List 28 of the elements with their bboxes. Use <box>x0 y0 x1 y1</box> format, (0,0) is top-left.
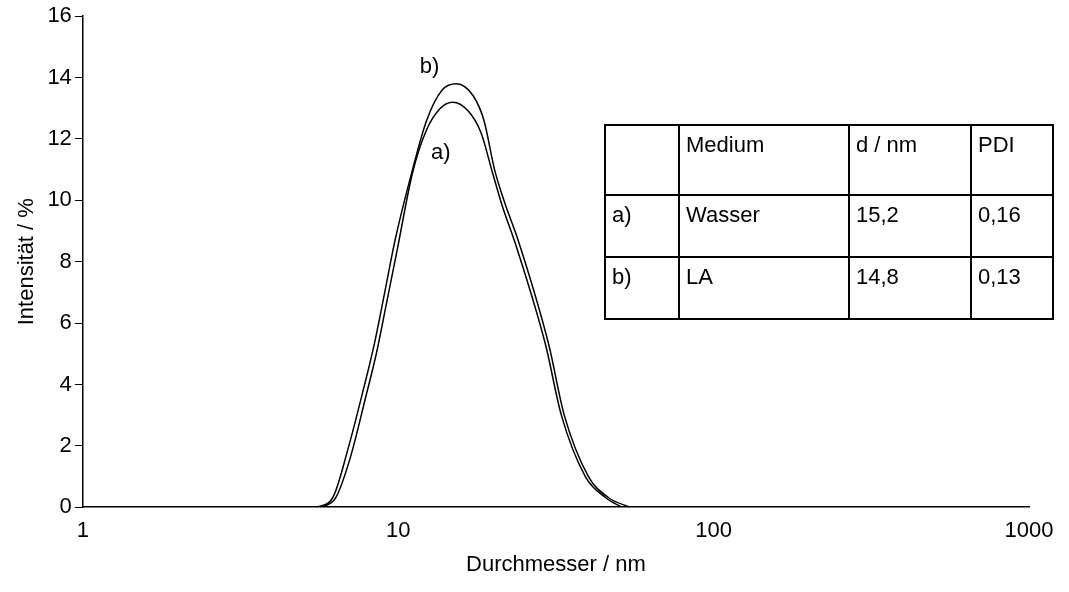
annotation: b) <box>605 257 679 319</box>
y-tick-label: 12 <box>47 125 72 151</box>
x-tick-label: 10 <box>386 517 411 543</box>
annotation: 14,8 <box>849 257 971 319</box>
annotation: 0,16 <box>971 195 1053 257</box>
y-tick-label: 8 <box>59 247 72 273</box>
series-label: b) <box>419 52 440 78</box>
annotation: PDI <box>971 125 1053 195</box>
y-tick-label: 2 <box>59 431 72 457</box>
annotation: 15,2 <box>849 195 971 257</box>
y-tick-label: 4 <box>59 370 72 396</box>
x-tick-label: 1000 <box>1004 517 1054 543</box>
y-axis-title: Intensität / % <box>13 198 39 326</box>
annotation: 0,13 <box>971 257 1053 319</box>
y-tick-label: 6 <box>59 309 72 335</box>
annotation: LA <box>679 257 849 319</box>
y-tick-label: 10 <box>47 186 72 212</box>
x-axis-title: Durchmesser / nm <box>466 550 646 576</box>
x-tick-label: 100 <box>695 517 732 543</box>
y-tick-label: 16 <box>47 2 72 28</box>
annotation: Wasser <box>679 195 849 257</box>
annotation: Medium <box>679 125 849 195</box>
x-tick-label: 1 <box>76 517 89 543</box>
series-label: a) <box>431 139 451 165</box>
annotation: d / nm <box>849 125 971 195</box>
y-tick-label: 0 <box>59 493 72 519</box>
y-tick-label: 14 <box>47 63 72 89</box>
annotation: a) <box>605 195 679 257</box>
